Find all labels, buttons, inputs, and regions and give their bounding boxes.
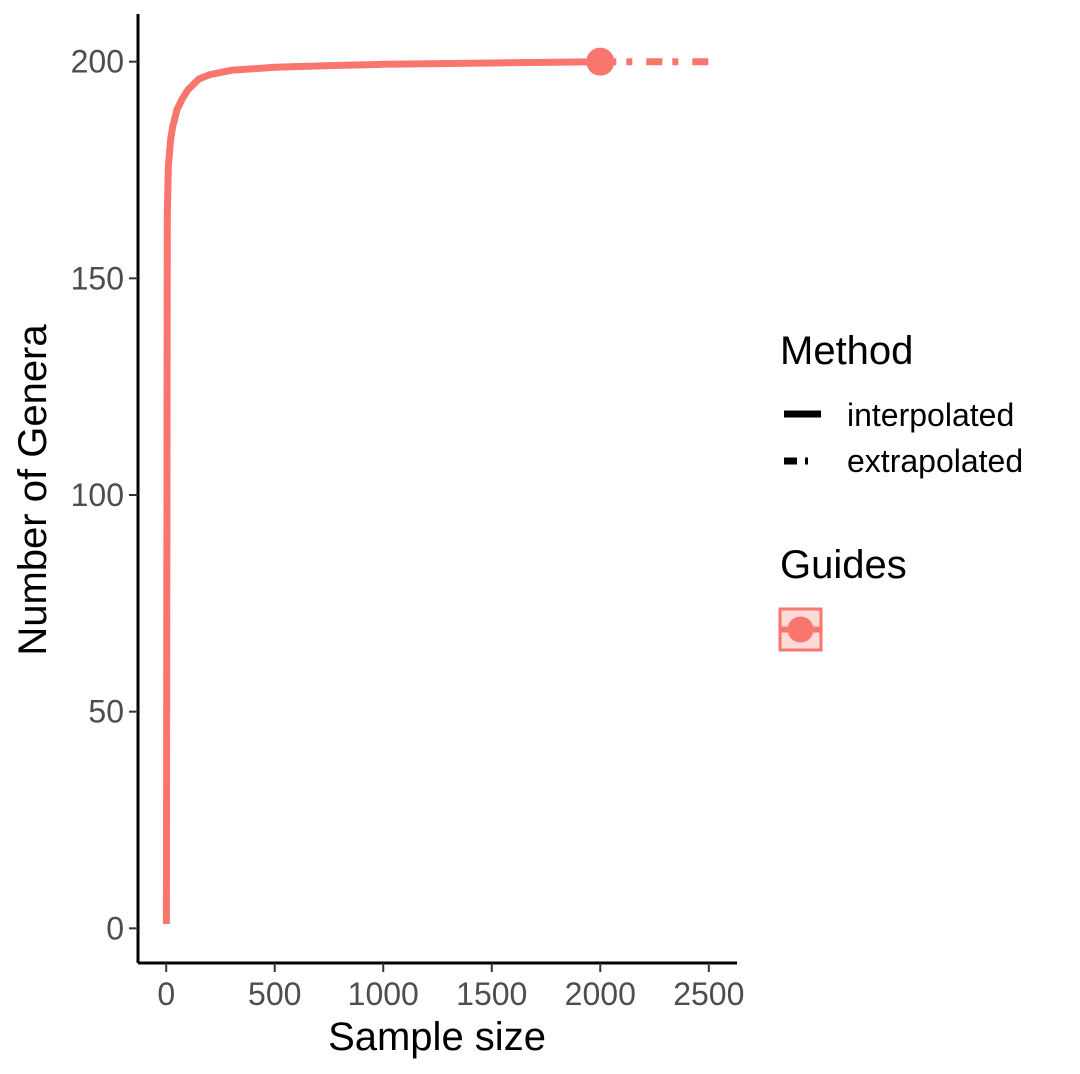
y-tick-label: 50 [88,694,124,730]
x-axis-title: Sample size [328,1015,546,1059]
legend: Method interpolated extrapolated Guides [778,329,1023,652]
x-tick-label: 2000 [565,976,636,1012]
x-tick-label: 1500 [456,976,527,1012]
x-tick-label: 2500 [673,976,744,1012]
y-tick-label: 100 [71,477,124,513]
legend-key-guides [778,607,823,652]
y-tick-label: 200 [71,44,124,80]
y-tick-label: 0 [106,910,124,946]
x-axis: 0 500 1000 1500 2000 2500 [138,961,744,1012]
legend-label-extrapolated: extrapolated [847,443,1023,479]
y-tick-label: 150 [71,260,124,296]
observed-point [586,47,615,76]
x-tick-label: 0 [157,976,175,1012]
legend-label-interpolated: interpolated [847,397,1014,433]
y-axis: 0 50 100 150 200 [71,14,140,963]
x-tick-label: 1000 [348,976,419,1012]
x-tick-label: 500 [248,976,301,1012]
series-line-interpolated [162,58,601,925]
legend-guides-title: Guides [780,543,907,587]
plot-area [162,47,709,925]
legend-method-title: Method [780,329,913,373]
y-axis-title: Number of Genera [11,324,55,656]
